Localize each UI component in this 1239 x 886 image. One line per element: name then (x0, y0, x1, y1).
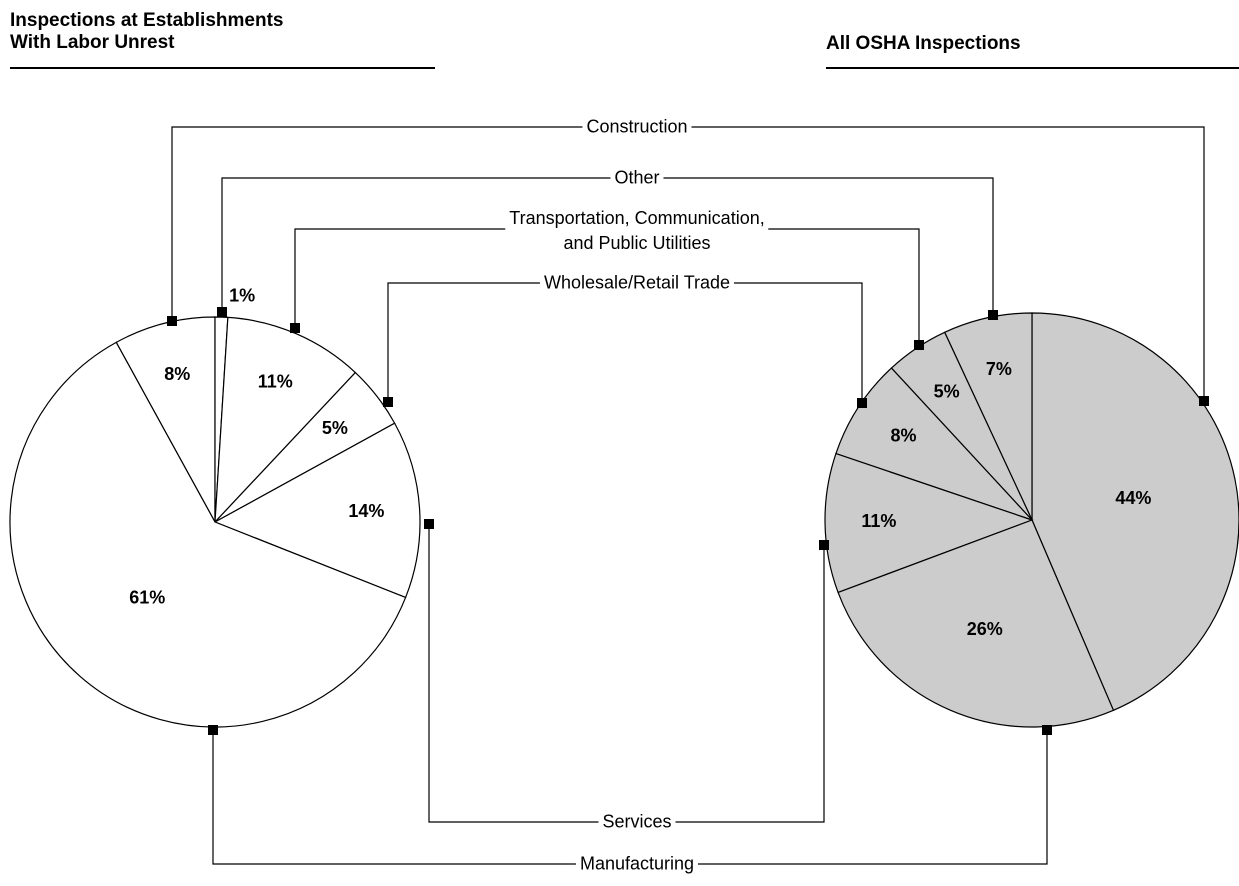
category-label: Construction (582, 114, 692, 140)
connector-marker (208, 725, 218, 735)
pie-slice (824, 452, 1034, 594)
slice-label: 11% (861, 511, 896, 531)
connector-marker (383, 397, 393, 407)
slice-label: 5% (934, 382, 960, 402)
slice-label: 44% (1115, 488, 1151, 508)
slice-label: 11% (258, 372, 293, 392)
connector-marker (290, 323, 300, 333)
slice-label: 7% (986, 359, 1012, 379)
slice-label: 1% (229, 285, 255, 305)
connector-marker (1042, 725, 1052, 735)
connector-marker (857, 398, 867, 408)
category-label: Wholesale/Retail Trade (539, 270, 735, 296)
pie-slice (115, 316, 216, 523)
category-label: Services (598, 809, 676, 835)
connector (221, 177, 994, 315)
category-label: Manufacturing (575, 851, 699, 877)
connector-marker (424, 519, 434, 529)
connector (428, 524, 825, 823)
pie-slice (213, 422, 421, 599)
slice-label: 8% (890, 425, 916, 445)
connector-marker (217, 307, 227, 317)
slice-label: 61% (129, 588, 165, 608)
pie-slice (1031, 312, 1239, 712)
category-label: Transportation, Communication, and Publi… (505, 206, 769, 256)
slice-label: 14% (348, 501, 384, 521)
category-label: Other (610, 165, 664, 191)
connector-marker (167, 316, 177, 326)
pie-slice (837, 519, 1115, 728)
slice-label: 5% (322, 418, 348, 438)
connector-marker (914, 340, 924, 350)
connector (387, 282, 863, 403)
connector-marker (988, 310, 998, 320)
left-title: Inspections at Establishments With Labor… (10, 10, 284, 53)
connector-marker (1199, 396, 1209, 406)
slice-label: 8% (164, 364, 190, 384)
pie-slice (214, 316, 357, 524)
connector (212, 730, 1048, 865)
connector-marker (819, 540, 829, 550)
right-title: All OSHA Inspections (826, 33, 1021, 54)
slice-label: 26% (967, 619, 1003, 639)
pie-slice (9, 341, 407, 728)
